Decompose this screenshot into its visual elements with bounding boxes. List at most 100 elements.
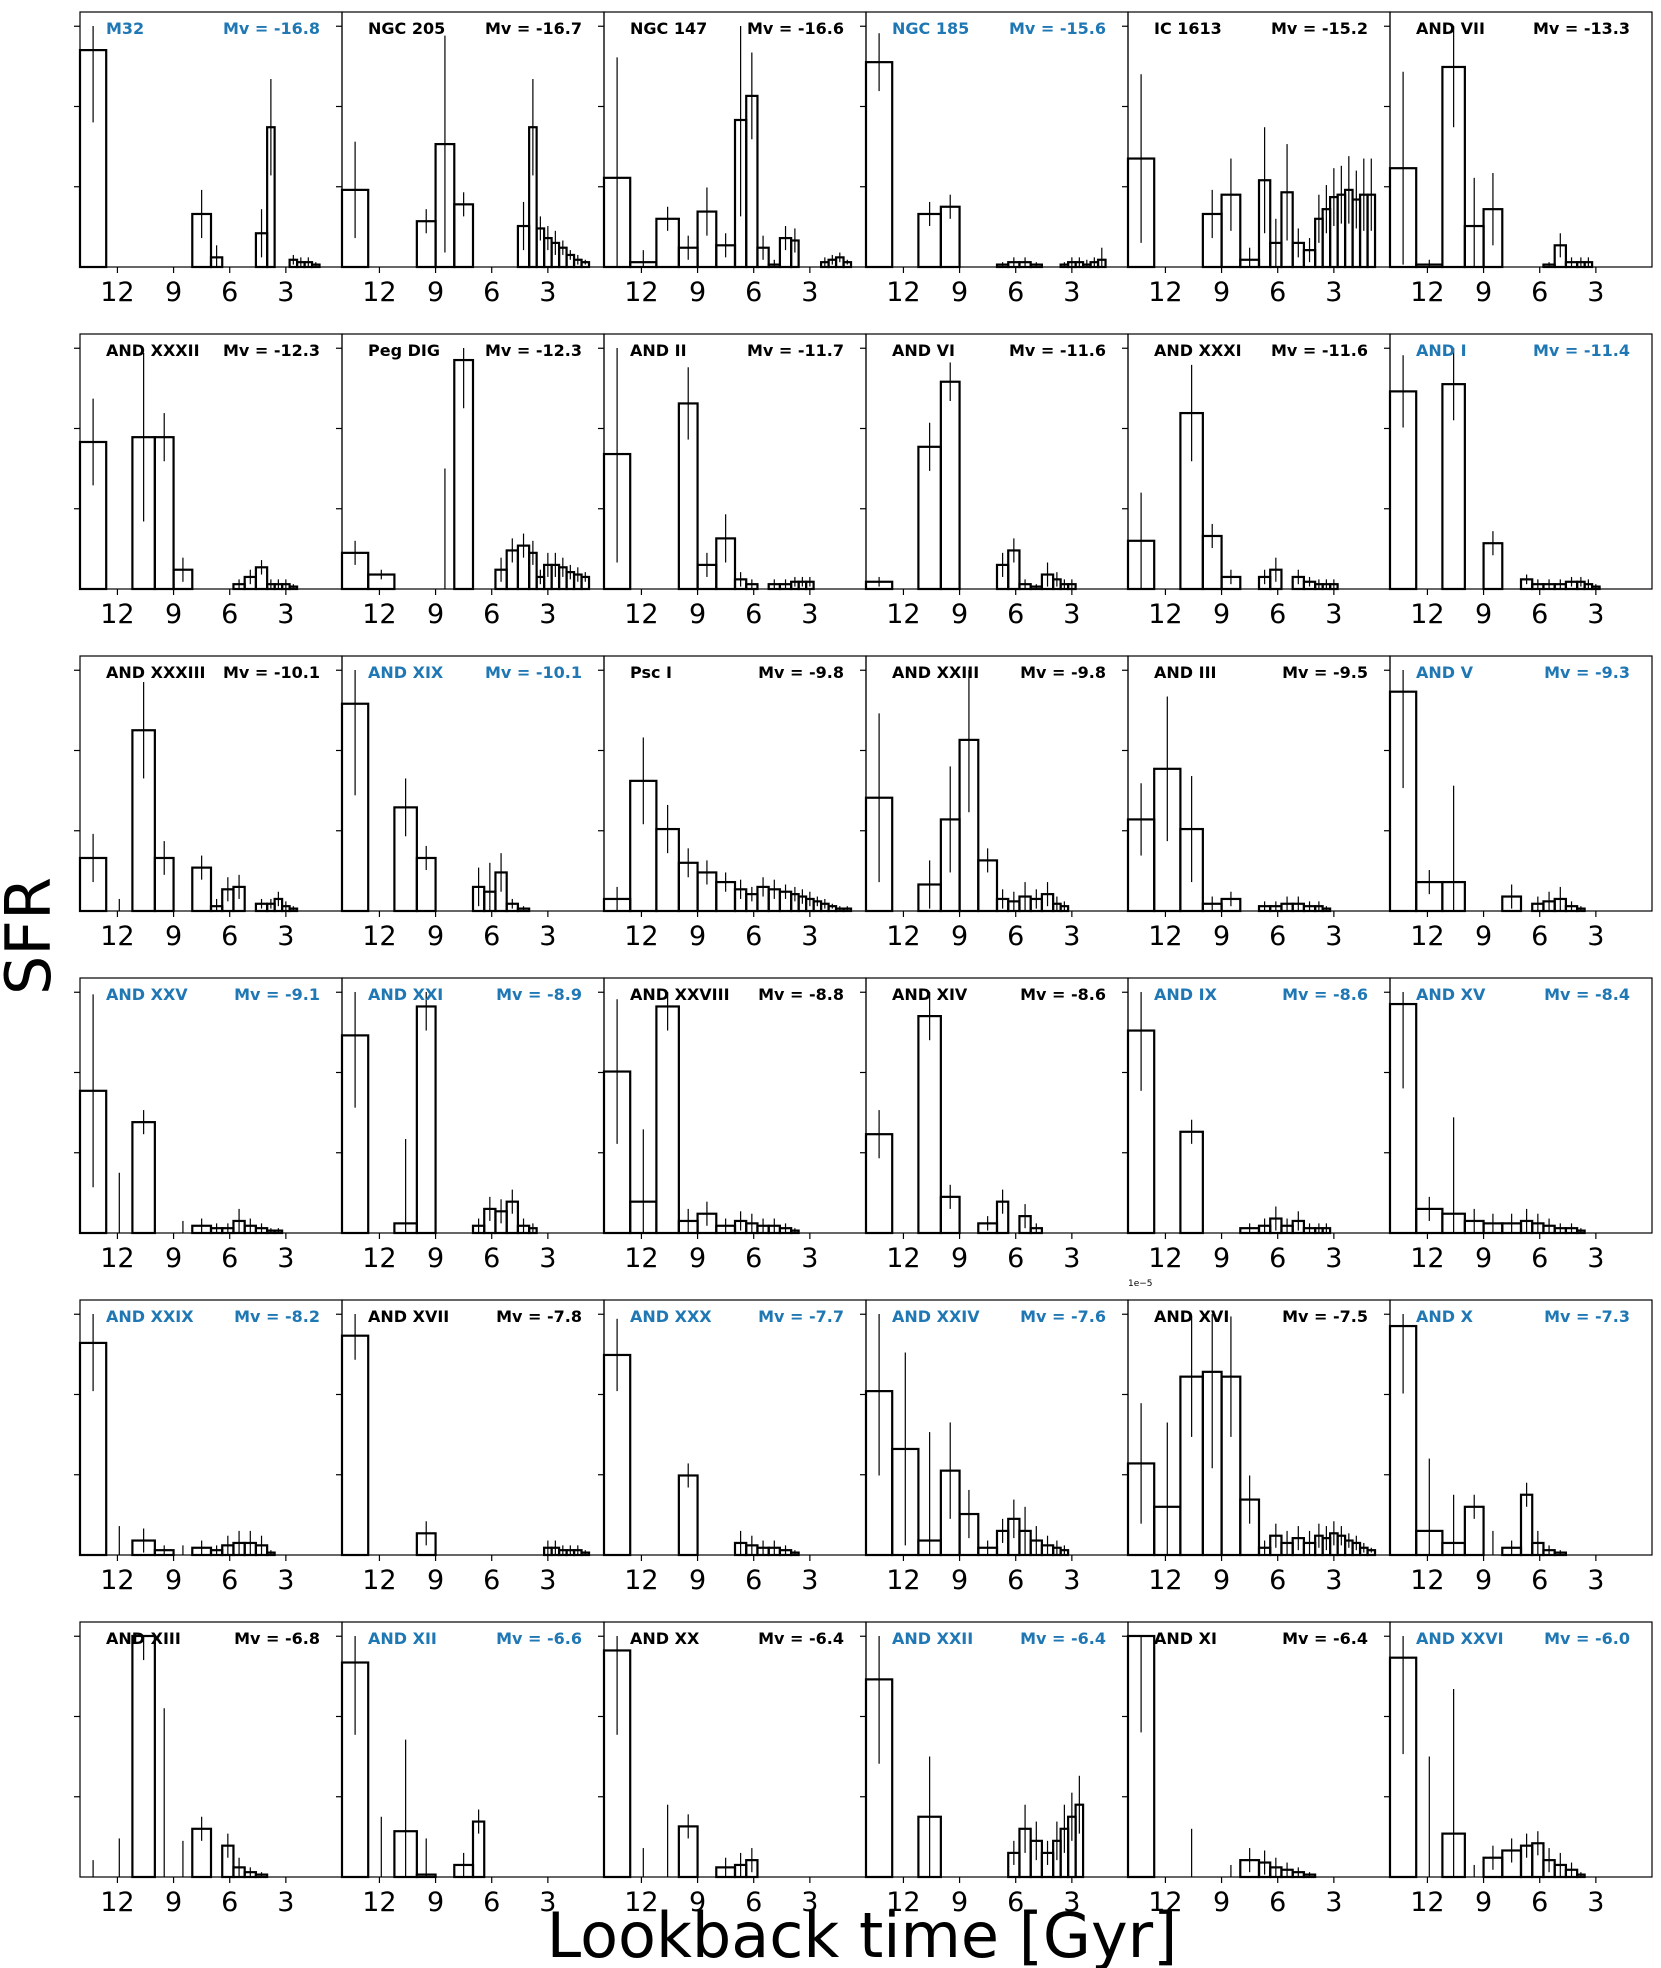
x-tick-label: 6	[221, 599, 238, 630]
x-tick-label: 12	[362, 921, 396, 952]
x-tick-label: 6	[1269, 1565, 1286, 1596]
x-tick-label: 3	[277, 921, 294, 952]
x-tick-label: 6	[1007, 921, 1024, 952]
bar	[340, 1334, 370, 1557]
x-tick-label: 3	[1587, 277, 1604, 308]
panel-and-xxxi: 12 9 6 3 AND XXXI Mv = -11.6	[1122, 333, 1391, 630]
x-tick-label: 3	[1325, 277, 1342, 308]
x-tick-label: 6	[221, 921, 238, 952]
x-tick-label: 9	[1213, 1243, 1230, 1274]
panel-magnitude: Mv = -8.6	[1020, 985, 1106, 1004]
x-tick-label: 12	[1410, 599, 1444, 630]
panel-and-xvii: 12 9 6 3 AND XVII Mv = -7.8	[336, 1299, 605, 1596]
panels-layer: 12 9 6 3 M32 Mv = -16.8 12 9 6 3 NGC 205 Mv = -16.7…	[74, 11, 1653, 1918]
x-tick-label: 6	[1531, 1565, 1548, 1596]
panel-m32: 12 9 6 3 M32 Mv = -16.8	[74, 11, 343, 308]
x-axis-label: Lookback time [Gyr]	[547, 1899, 1178, 1968]
panel-galaxy-name: AND XX	[630, 1629, 700, 1648]
x-tick-label: 3	[1325, 921, 1342, 952]
panel-and-iii: 12 9 6 3 AND III Mv = -9.5	[1122, 655, 1391, 952]
panel-magnitude: Mv = -11.6	[1009, 341, 1106, 360]
panel-magnitude: Mv = -6.4	[758, 1629, 844, 1648]
panel-galaxy-name: AND XXV	[106, 985, 188, 1004]
x-tick-label: 9	[689, 1565, 706, 1596]
x-tick-label: 9	[951, 1565, 968, 1596]
panel-and-xxv: 12 9 6 3 AND XXV Mv = -9.1	[74, 977, 343, 1274]
panel-frame	[865, 977, 1129, 1234]
x-tick-label: 6	[221, 1887, 238, 1918]
x-tick-label: 12	[1148, 1887, 1182, 1918]
x-tick-label: 9	[1213, 1887, 1230, 1918]
panel-galaxy-name: AND XXI	[368, 985, 443, 1004]
x-tick-label: 9	[1475, 599, 1492, 630]
x-tick-label: 6	[221, 1565, 238, 1596]
x-tick-label: 9	[427, 1243, 444, 1274]
panel-magnitude: Mv = -9.5	[1282, 663, 1368, 682]
panel-and-xix: 12 9 6 3 AND XIX Mv = -10.1	[336, 655, 605, 952]
panel-magnitude: Mv = -15.6	[1009, 19, 1106, 38]
panel-galaxy-name: AND XIV	[892, 985, 968, 1004]
x-tick-label: 3	[277, 1565, 294, 1596]
panel-magnitude: Mv = -10.1	[485, 663, 582, 682]
x-tick-label: 3	[1587, 921, 1604, 952]
panel-frame	[1389, 1299, 1653, 1556]
panel-and-x: 12 9 6 3 AND X Mv = -7.3	[1384, 1299, 1653, 1596]
panel-frame	[341, 655, 605, 912]
x-tick-label: 3	[539, 921, 556, 952]
x-tick-label: 12	[1410, 277, 1444, 308]
x-tick-label: 9	[689, 1887, 706, 1918]
panel-magnitude: Mv = -9.8	[758, 663, 844, 682]
x-tick-label: 9	[427, 1887, 444, 1918]
panel-peg-dig: 12 9 6 3 Peg DIG Mv = -12.3	[336, 333, 605, 630]
bar	[1179, 1130, 1204, 1235]
x-tick-label: 12	[1148, 1243, 1182, 1274]
x-tick-label: 12	[362, 1887, 396, 1918]
x-tick-label: 12	[100, 1887, 134, 1918]
bar	[864, 61, 894, 269]
panel-magnitude: Mv = -9.3	[1544, 663, 1630, 682]
panel-magnitude: Mv = -6.8	[234, 1629, 320, 1648]
x-tick-label: 6	[221, 1243, 238, 1274]
x-tick-label: 12	[1410, 1887, 1444, 1918]
x-tick-label: 9	[689, 921, 706, 952]
x-tick-label: 3	[801, 277, 818, 308]
x-tick-label: 3	[277, 1887, 294, 1918]
panel-frame	[79, 333, 343, 590]
x-tick-label: 3	[1325, 1565, 1342, 1596]
panel-frame	[865, 333, 1129, 590]
panel-and-xxxii: 12 9 6 3 AND XXXII Mv = -12.3	[74, 333, 343, 630]
panel-galaxy-name: AND XXVI	[1416, 1629, 1504, 1648]
panel-magnitude: Mv = -9.1	[234, 985, 320, 1004]
panel-and-xxviii: 12 9 6 3 AND XXVIII Mv = -8.8	[598, 977, 867, 1274]
x-tick-label: 12	[362, 599, 396, 630]
panel-frame	[1127, 977, 1391, 1234]
panel-galaxy-name: AND IX	[1154, 985, 1218, 1004]
x-tick-label: 12	[100, 921, 134, 952]
x-tick-label: 6	[221, 277, 238, 308]
panel-galaxy-name: AND XXX	[630, 1307, 712, 1326]
panel-and-xiv: 12 9 6 3 AND XIV Mv = -8.6	[860, 977, 1129, 1274]
panel-and-xxvi: 12 9 6 3 AND XXVI Mv = -6.0	[1384, 1621, 1653, 1918]
x-tick-label: 9	[427, 1565, 444, 1596]
panel-and-xxiv: 12 9 6 3 AND XXIV Mv = -7.6	[860, 1299, 1129, 1596]
x-tick-label: 12	[886, 1243, 920, 1274]
x-tick-label: 9	[165, 1887, 182, 1918]
x-tick-label: 6	[1269, 1887, 1286, 1918]
panel-frame	[865, 1621, 1129, 1878]
x-tick-label: 9	[1475, 1565, 1492, 1596]
x-tick-label: 12	[886, 1565, 920, 1596]
x-tick-label: 9	[165, 277, 182, 308]
x-tick-label: 9	[427, 599, 444, 630]
panel-galaxy-name: AND XVI	[1154, 1307, 1229, 1326]
x-tick-label: 3	[1325, 599, 1342, 630]
x-tick-label: 9	[1213, 1565, 1230, 1596]
panel-magnitude: Mv = -7.5	[1282, 1307, 1368, 1326]
x-tick-label: 3	[277, 277, 294, 308]
panel-galaxy-name: M32	[106, 19, 144, 38]
panel-frame	[1389, 1621, 1653, 1878]
x-tick-label: 12	[100, 1243, 134, 1274]
x-tick-label: 3	[1587, 1565, 1604, 1596]
panel-and-xxxiii: 12 9 6 3 AND XXXIII Mv = -10.1	[74, 655, 343, 952]
x-tick-label: 6	[483, 1565, 500, 1596]
